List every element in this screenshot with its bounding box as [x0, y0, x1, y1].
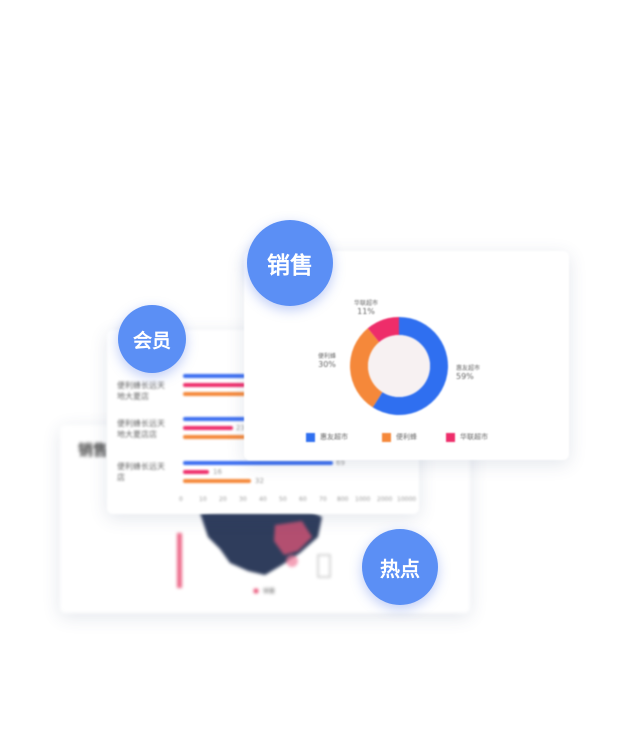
slice-pct: 59% — [456, 372, 474, 381]
slice-name: 便利蜂 — [318, 353, 337, 360]
donut-slice — [350, 328, 383, 408]
slice-pct: 11% — [357, 307, 375, 316]
tag-member: 会员 — [118, 305, 186, 373]
member-row-1-label-line2: 地大夏店 — [117, 392, 149, 401]
x-tick: 50 — [279, 496, 287, 503]
member-row-3-label-line1: 便利蜂长远天 — [117, 462, 165, 471]
member-row-1-label-line1: 便利蜂长远天 — [117, 381, 165, 390]
member-row-1-bar-red — [183, 383, 253, 387]
map-card-title: 销售 — [78, 441, 109, 459]
donut-hole — [368, 335, 430, 397]
x-tick: 800 — [337, 496, 349, 503]
x-tick: 10000 — [397, 496, 417, 503]
member-row-2-value: 23 — [236, 424, 245, 432]
member-row-2-bar-red — [183, 426, 233, 430]
member-row-2-label: 便利蜂长远天 地大夏店店 — [117, 418, 165, 440]
map-hotspot-east — [274, 521, 312, 555]
member-row-2-bar-blue — [183, 417, 278, 421]
slice-label-bianlifeng: 便利蜂 30% — [318, 351, 336, 369]
legend-label: 华联超市 — [460, 433, 488, 441]
donut-legend: 惠友超市 便利蜂 华联超市 — [304, 432, 564, 444]
x-tick: 0 — [179, 496, 183, 503]
x-tick: 30 — [239, 496, 247, 503]
member-row-3-value-2: 16 — [213, 468, 222, 476]
map-gradient-legend — [177, 533, 182, 588]
member-x-axis: 0 10 20 30 40 50 60 70 800 1000 2000 100… — [179, 496, 417, 506]
x-tick: 70 — [319, 496, 327, 503]
member-row-3-value-1: 69 — [336, 459, 345, 467]
legend-label: 便利蜂 — [396, 433, 417, 441]
x-tick: 1000 — [355, 496, 371, 503]
member-row-3-bar-red — [183, 470, 209, 474]
x-tick: 40 — [259, 496, 267, 503]
member-row-2-label-line1: 便利蜂长远天 — [117, 419, 165, 428]
slice-label-huayou: 惠友超市 59% — [456, 363, 480, 381]
donut-slice — [367, 317, 399, 343]
map-inset — [317, 554, 331, 578]
member-row-3-bar-blue — [183, 461, 333, 465]
legend-swatch — [446, 433, 455, 442]
x-tick: 60 — [299, 496, 307, 503]
tag-hotspot: 热点 — [362, 529, 438, 605]
legend-swatch — [306, 433, 315, 442]
x-tick: 10 — [199, 496, 207, 503]
slice-name: 华联超市 — [354, 300, 379, 307]
member-row-2-label-line2: 地大夏店店 — [117, 430, 157, 439]
member-row-3-bar-orange — [183, 479, 251, 483]
x-tick: 2000 — [377, 496, 393, 503]
member-row-1-bar-blue — [183, 374, 273, 378]
member-row-2-bar-orange — [183, 435, 273, 439]
donut-slice — [372, 317, 448, 415]
legend-label: 惠友超市 — [320, 433, 348, 441]
slice-pct: 30% — [318, 360, 336, 369]
member-row-3-value-3: 32 — [255, 477, 264, 485]
map-hotspot-south — [286, 555, 298, 567]
china-map — [177, 505, 331, 594]
map-legend-label: 销量 — [263, 588, 276, 595]
sales-donut-chart — [350, 317, 448, 415]
member-row-1-label: 便利蜂长远天 地大夏店 — [117, 380, 165, 402]
member-row-3-label: 便利蜂长远天 店 — [117, 461, 165, 483]
map-legend-dot — [253, 588, 259, 594]
legend-swatch — [382, 433, 391, 442]
member-row-3-label-line2: 店 — [117, 473, 125, 482]
slice-name: 惠友超市 — [456, 365, 481, 372]
member-row-1-bar-orange — [183, 392, 263, 396]
x-tick: 20 — [219, 496, 227, 503]
slice-label-hualian: 华联超市 11% — [354, 298, 378, 316]
tag-sales: 销售 — [247, 220, 333, 306]
